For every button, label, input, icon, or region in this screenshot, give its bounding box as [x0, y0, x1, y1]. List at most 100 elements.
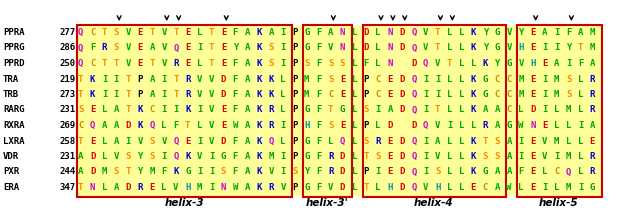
- Text: LXRA: LXRA: [3, 137, 24, 145]
- Text: S: S: [328, 75, 334, 83]
- Text: P: P: [364, 121, 369, 130]
- Text: W: W: [233, 183, 238, 192]
- Text: N: N: [340, 28, 345, 37]
- Text: D: D: [399, 28, 404, 37]
- Text: L: L: [471, 121, 476, 130]
- Text: 347: 347: [60, 183, 76, 192]
- Text: E: E: [530, 167, 535, 177]
- Text: I: I: [197, 43, 203, 52]
- Text: L: L: [352, 75, 357, 83]
- Text: S: S: [221, 167, 226, 177]
- Text: D: D: [340, 167, 345, 177]
- Text: W: W: [233, 121, 238, 130]
- Text: Y: Y: [495, 59, 500, 68]
- Text: A: A: [245, 43, 250, 52]
- Text: Y: Y: [566, 43, 571, 52]
- Text: D: D: [399, 105, 404, 115]
- Text: F: F: [233, 167, 238, 177]
- Text: K: K: [471, 90, 476, 99]
- Text: Q: Q: [78, 59, 83, 68]
- Text: A: A: [245, 167, 250, 177]
- Text: V: V: [161, 43, 167, 52]
- Text: A: A: [113, 137, 119, 145]
- Text: F: F: [233, 59, 238, 68]
- Text: E: E: [137, 43, 143, 52]
- Text: L: L: [578, 167, 583, 177]
- Text: E: E: [530, 28, 535, 37]
- Text: V: V: [435, 121, 440, 130]
- Text: S: S: [340, 59, 345, 68]
- Text: K: K: [471, 43, 476, 52]
- Text: E: E: [387, 75, 393, 83]
- Text: L: L: [376, 28, 381, 37]
- Text: T: T: [125, 105, 131, 115]
- Text: E: E: [542, 59, 547, 68]
- Text: I: I: [423, 90, 428, 99]
- Text: S: S: [113, 28, 119, 37]
- Text: I: I: [376, 105, 381, 115]
- Text: D: D: [90, 167, 95, 177]
- Text: S: S: [364, 137, 369, 145]
- Text: L: L: [102, 137, 107, 145]
- Text: T: T: [149, 59, 155, 68]
- Text: helix-3: helix-3: [164, 198, 204, 208]
- Text: F: F: [316, 105, 322, 115]
- Text: T: T: [102, 28, 107, 37]
- Text: P: P: [292, 137, 298, 145]
- Text: A: A: [245, 28, 250, 37]
- Text: 231: 231: [60, 105, 76, 115]
- Text: K: K: [256, 90, 262, 99]
- Text: F: F: [316, 43, 322, 52]
- Text: D: D: [411, 121, 416, 130]
- Text: I: I: [423, 137, 428, 145]
- Text: L: L: [578, 137, 583, 145]
- Text: G: G: [304, 152, 310, 161]
- Text: 219: 219: [60, 75, 76, 83]
- Text: I: I: [280, 167, 286, 177]
- Text: S: S: [483, 152, 488, 161]
- Text: Q: Q: [90, 121, 95, 130]
- Text: Q: Q: [340, 137, 345, 145]
- Text: K: K: [90, 75, 95, 83]
- Text: T: T: [483, 137, 488, 145]
- Text: E: E: [340, 121, 345, 130]
- Text: C: C: [495, 90, 500, 99]
- Text: I: I: [554, 28, 559, 37]
- Text: Q: Q: [173, 137, 179, 145]
- Text: A: A: [268, 28, 274, 37]
- Text: T: T: [209, 28, 214, 37]
- Text: I: I: [102, 90, 107, 99]
- Text: S: S: [376, 152, 381, 161]
- Text: L: L: [566, 121, 571, 130]
- Text: A: A: [328, 28, 334, 37]
- Text: L: L: [376, 43, 381, 52]
- Text: A: A: [245, 75, 250, 83]
- Text: M: M: [149, 167, 155, 177]
- Text: C: C: [507, 105, 512, 115]
- Text: 277: 277: [60, 28, 76, 37]
- Text: P: P: [137, 75, 143, 83]
- Text: I: I: [566, 59, 571, 68]
- Text: I: I: [542, 183, 547, 192]
- Text: Q: Q: [411, 167, 416, 177]
- Text: H: H: [519, 43, 524, 52]
- Text: I: I: [280, 43, 286, 52]
- Text: R: R: [483, 121, 488, 130]
- Text: P: P: [292, 43, 298, 52]
- Text: C: C: [149, 105, 155, 115]
- Text: P: P: [292, 183, 298, 192]
- Text: P: P: [364, 90, 369, 99]
- Text: L: L: [352, 167, 357, 177]
- Text: I: I: [125, 137, 131, 145]
- Text: TRA: TRA: [3, 75, 19, 83]
- Text: S: S: [113, 167, 119, 177]
- Text: 269: 269: [60, 121, 76, 130]
- Text: helix-3': helix-3': [305, 198, 348, 208]
- Text: I: I: [447, 121, 452, 130]
- Text: L: L: [352, 183, 357, 192]
- Text: Y: Y: [519, 28, 524, 37]
- Text: L: L: [519, 105, 524, 115]
- Text: L: L: [447, 28, 452, 37]
- Text: RARG: RARG: [3, 105, 24, 115]
- Text: Q: Q: [78, 43, 83, 52]
